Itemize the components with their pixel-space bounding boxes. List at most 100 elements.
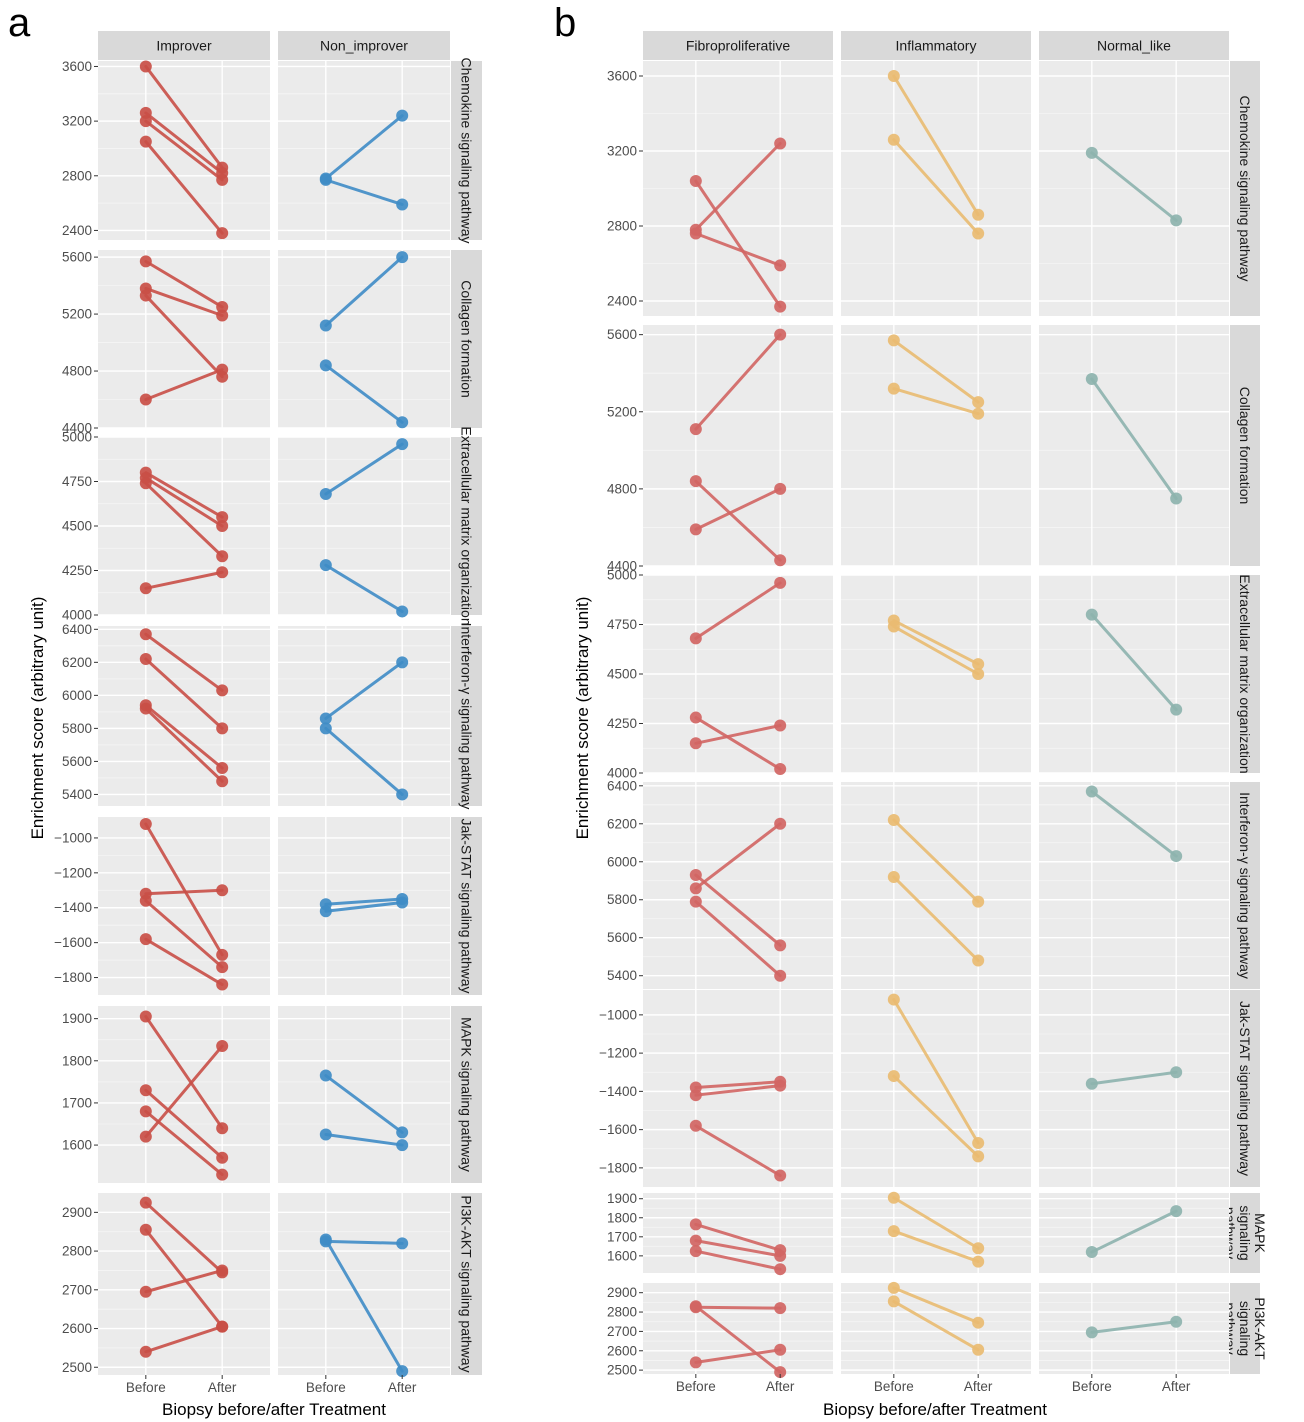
panel-b-row-chemokine-signaling-pathway-ytick: 3200 [607, 144, 637, 159]
point-after [396, 1237, 409, 1250]
panel-b-row-mapk-signaling-pathway-fibroproliferative-series-3 [689, 1245, 787, 1276]
point-after [774, 328, 787, 341]
point-before [139, 628, 152, 641]
panel-a-row-collagen-formation-label: Collagen formation [459, 280, 475, 398]
series-line [892, 875, 980, 963]
panel-a-row-jak-stat-signaling-pathway-ytick: −1400 [54, 900, 92, 915]
panel-a-row-interferon-signaling-pathway-improver-facet [98, 626, 270, 806]
panel-b-row-chemokine-signaling-pathway-fibroproliferative-series-3 [689, 227, 787, 272]
panel-b-row-extracellular-matrix-organization-label: Extracellular matrix organization [1237, 574, 1253, 773]
point-before [139, 1196, 152, 1209]
panel-b-row-jak-stat-signaling-pathway-ytick: −1400 [599, 1084, 637, 1099]
point-after [972, 658, 985, 671]
panel-b-row-collagen-formation-inflammatory-series-2 [887, 382, 985, 420]
series-line [324, 897, 404, 906]
point-before [689, 737, 702, 750]
panel-a-row-chemokine-signaling-pathway-ytick: 3200 [62, 114, 92, 129]
point-before [319, 722, 332, 735]
panel-a-row-mapk-signaling-pathway-strip [451, 1006, 482, 1183]
point-after [216, 300, 229, 313]
point-before [689, 175, 702, 187]
facet-background [278, 61, 450, 240]
panel-b-row-chemokine-signaling-pathway-fibroproliferative-series-1 [689, 175, 787, 313]
point-after [972, 1242, 985, 1255]
panel-a-row-mapk-signaling-pathway-label: MAPK signaling pathway [459, 1017, 475, 1172]
panel-b-row-chemokine-signaling-pathway-inflammatory-facet [841, 61, 1031, 316]
point-after [216, 722, 229, 735]
series-line [694, 716, 782, 771]
series-line [144, 481, 224, 558]
panel-b-row-mapk-signaling-pathway-inflammatory-series-1 [887, 1191, 985, 1255]
panel-b-row-chemokine-signaling-pathway-inflammatory-series-1 [887, 70, 985, 221]
panel-b-row-interferon-signaling-pathway-label: Interferon-γ signaling pathway [1237, 792, 1253, 979]
series-line [324, 726, 404, 796]
facet-background [1039, 990, 1229, 1187]
series-line [1090, 789, 1178, 858]
panel-a-row-pi3k-akt-signaling-pathway-ytick: 2600 [62, 1321, 92, 1336]
series-line [144, 657, 224, 730]
panel-a-row-jak-stat-signaling-pathway-improver-series-1 [139, 817, 229, 961]
panel-b-row-jak-stat-signaling-pathway-fibroproliferative-facet [643, 990, 833, 1187]
facet-background [278, 626, 450, 806]
panel-b-row-chemokine-signaling-pathway-ytick: 3600 [607, 69, 637, 84]
series-line [324, 255, 404, 327]
panel-a-row-mapk-signaling-pathway-improver-facet [98, 1006, 270, 1183]
point-after [1170, 850, 1183, 863]
facet-background [98, 817, 270, 995]
panel-b-row-interferon-signaling-pathway-fibroproliferative-series-2 [689, 817, 787, 895]
panel-b-row-pi3k-akt-signaling-pathway-strip [1230, 1283, 1260, 1374]
panel-a-row-interferon-signaling-pathway-ytick: 5600 [62, 754, 92, 769]
point-before [887, 870, 900, 883]
panel-b-row-jak-stat-signaling-pathway-inflammatory-series-2 [887, 1070, 985, 1163]
point-before [319, 1128, 332, 1141]
facet-background [98, 250, 270, 428]
panel-a-row-jak-stat-signaling-pathway-ytick: −1000 [54, 830, 92, 845]
panel-a-row-collagen-formation-ytick: 4800 [62, 364, 92, 379]
series-line [144, 471, 224, 519]
point-before [887, 133, 900, 146]
panel-a-row-collagen-formation-non-improver-series-1 [319, 251, 409, 332]
point-before [887, 620, 900, 633]
point-before [887, 1281, 900, 1294]
facet-background [841, 325, 1031, 566]
panel-a-row-collagen-formation-ytick: 5200 [62, 307, 92, 322]
panel-b-row-interferon-signaling-pathway-ytick: 5400 [607, 968, 637, 983]
series-line [1090, 151, 1178, 222]
panel-a-row-interferon-signaling-pathway-improver-series-2 [139, 653, 229, 735]
panel-b-row-mapk-signaling-pathway-inflammatory-facet [841, 1191, 1031, 1273]
panel-b-row-pi3k-akt-signaling-pathway-inflammatory-facet [841, 1281, 1031, 1374]
panel-b-row-mapk-signaling-pathway-ytick: 1700 [607, 1229, 637, 1244]
series-line [694, 1239, 782, 1258]
panel-b-row-pi3k-akt-signaling-pathway-fibroproliferative-series-3 [689, 1343, 787, 1369]
panel-b: b Fibroproliferative Inflammatory Normal_li… [554, 1, 1268, 1419]
point-before [319, 1233, 332, 1246]
point-after [216, 684, 229, 697]
panel-a-strip-non-improver [278, 31, 450, 60]
series-line [1090, 377, 1178, 501]
panel-a-xtick-before: Before [306, 1380, 346, 1395]
point-after [1170, 1315, 1183, 1328]
series-line [892, 74, 980, 217]
panel-a-row-jak-stat-signaling-pathway-ytick: −1800 [54, 970, 92, 985]
point-before [887, 382, 900, 395]
series-line [694, 1080, 782, 1090]
point-before [887, 1070, 900, 1083]
panel-b-row-pi3k-akt-signaling-pathway-inflammatory-series-1 [887, 1281, 985, 1329]
panel-a-row-interferon-signaling-pathway-label: Interferon-γ signaling pathway [459, 623, 475, 810]
panel-a-row-jak-stat-signaling-pathway-ytick: −1200 [54, 865, 92, 880]
series-line [144, 1201, 224, 1274]
point-after [774, 1169, 787, 1182]
point-before [887, 1225, 900, 1238]
panel-b-row-collagen-formation-ytick: 4800 [607, 481, 637, 496]
panel-b-row-jak-stat-signaling-pathway-ytick: −1600 [599, 1122, 637, 1137]
facet-background [643, 1283, 833, 1374]
point-after [774, 554, 787, 567]
panel-a-row-pi3k-akt-signaling-pathway-ytick: 2800 [62, 1244, 92, 1259]
panel-a-row-collagen-formation-strip [451, 250, 482, 428]
panel-b-row-chemokine-signaling-pathway-label: Chemokine signaling pathway [1237, 96, 1253, 282]
panel-b-row-extracellular-matrix-organization-inflammatory-facet [841, 574, 1031, 774]
point-before [689, 1234, 702, 1247]
point-before [139, 1105, 152, 1118]
point-before [1085, 1077, 1098, 1090]
